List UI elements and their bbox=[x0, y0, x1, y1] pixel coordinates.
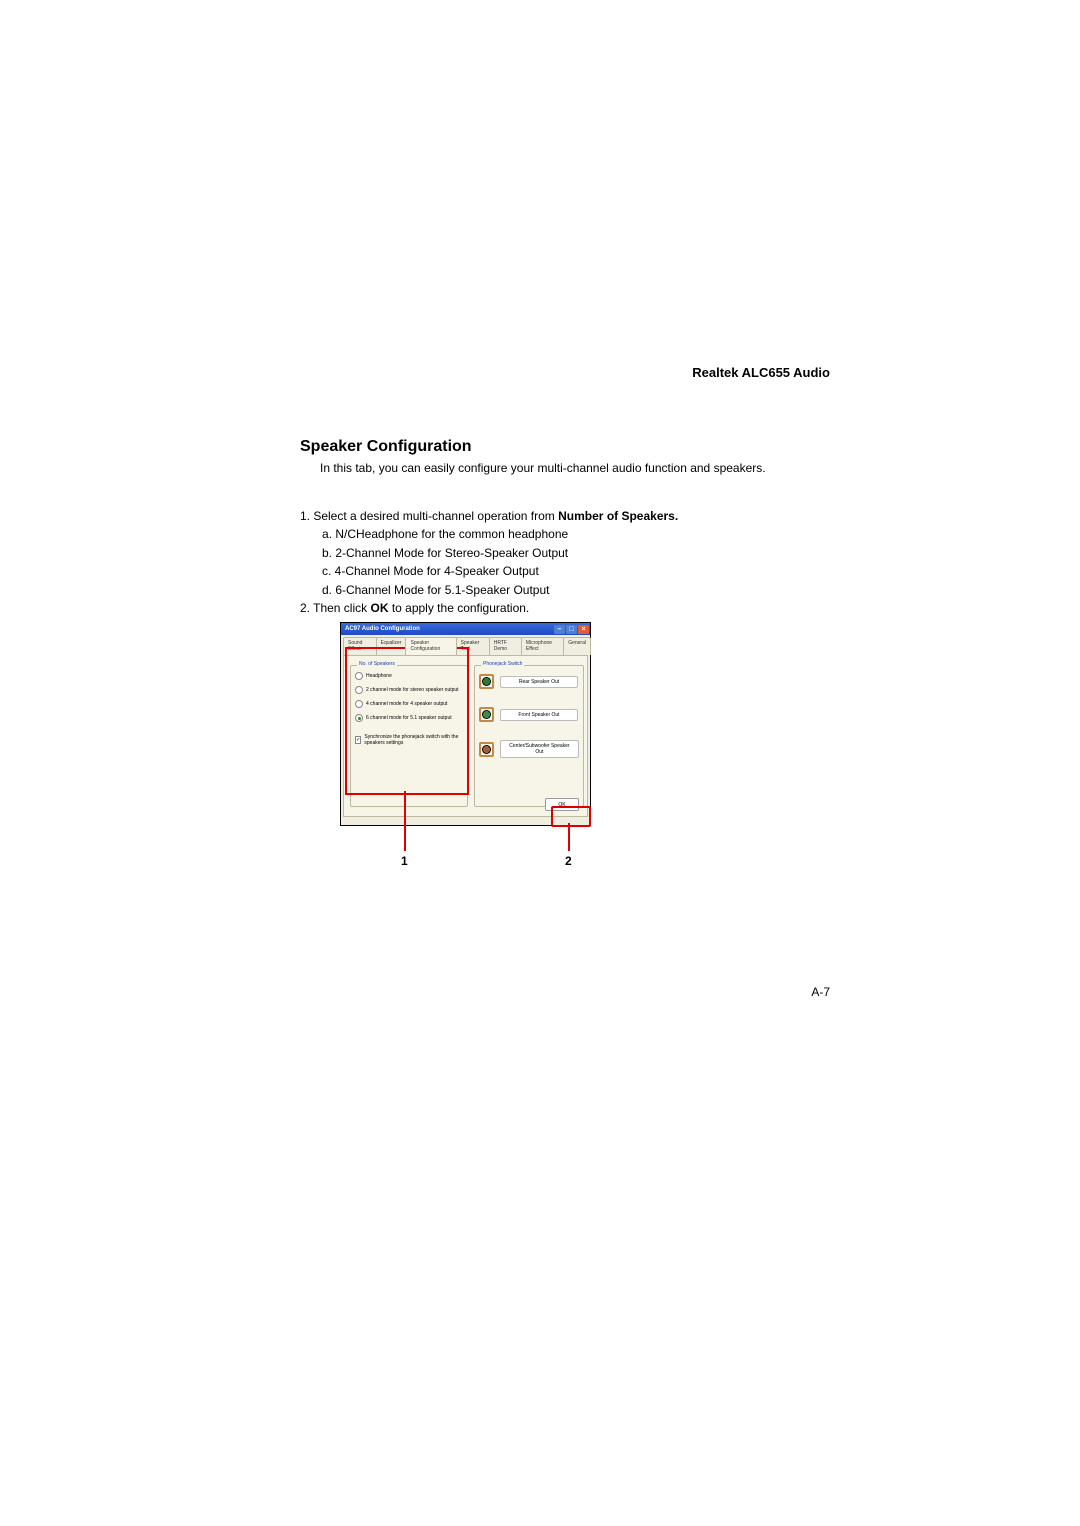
list-subitem-d: d. 6-Channel Mode for 5.1-Speaker Output bbox=[300, 582, 785, 599]
jack-row: Center/Subwoofer Speaker Out bbox=[479, 740, 579, 758]
list-item-2-bold: OK bbox=[370, 601, 388, 615]
tab-hrtf-demo[interactable]: HRTF Demo bbox=[489, 637, 522, 655]
list-item: 1. Select a desired multi-channel operat… bbox=[300, 508, 785, 525]
ac97-config-window: AC97 Audio Configuration – □ × Sound Eff… bbox=[340, 622, 591, 826]
radio-label: 2 channel mode for stereo speaker output bbox=[366, 687, 459, 693]
group-phonejack-switch: Phonejack Switch Rear Speaker Out Front … bbox=[474, 665, 584, 807]
radio-icon bbox=[355, 700, 363, 708]
section-title: Speaker Configuration bbox=[300, 438, 472, 456]
checkbox-synchronize[interactable]: Synchronize the phonejack switch with th… bbox=[355, 734, 463, 746]
page-number: A-7 bbox=[811, 985, 830, 999]
radio-option-4channel[interactable]: 4 channel mode for 4 speaker output bbox=[355, 700, 463, 708]
window-title: AC97 Audio Configuration bbox=[342, 626, 420, 632]
jack-icon[interactable] bbox=[479, 742, 494, 757]
tab-microphone-effect[interactable]: Microphone Effect bbox=[521, 637, 564, 655]
window-titlebar[interactable]: AC97 Audio Configuration – □ × bbox=[341, 623, 590, 635]
checkbox-label: Synchronize the phonejack switch with th… bbox=[364, 734, 463, 746]
list-item-1-bold: Number of Speakers. bbox=[558, 509, 678, 523]
annotation-line-1 bbox=[404, 791, 406, 851]
minimize-button[interactable]: – bbox=[554, 625, 565, 634]
list-subitem-b: b. 2-Channel Mode for Stereo-Speaker Out… bbox=[300, 545, 785, 562]
intro-paragraph: In this tab, you can easily configure yo… bbox=[300, 460, 785, 476]
tab-equalizer[interactable]: Equalizer bbox=[376, 637, 407, 655]
radio-option-2channel[interactable]: 2 channel mode for stereo speaker output bbox=[355, 686, 463, 694]
page: Realtek ALC655 Audio Speaker Configurati… bbox=[0, 0, 1080, 1526]
intro-text: In this tab, you can easily configure yo… bbox=[320, 461, 766, 475]
radio-icon bbox=[355, 714, 363, 722]
ok-button[interactable]: OK bbox=[545, 798, 579, 811]
tab-speaker-test[interactable]: Speaker Test bbox=[456, 637, 490, 655]
page-header-right: Realtek ALC655 Audio bbox=[692, 365, 830, 380]
list-item-1-prefix: 1. Select a desired multi-channel operat… bbox=[300, 509, 558, 523]
list-item-2-suffix: to apply the configuration. bbox=[388, 601, 529, 615]
window-controls: – □ × bbox=[554, 625, 589, 634]
instructions-list: 1. Select a desired multi-channel operat… bbox=[300, 508, 785, 618]
callout-number-1: 1 bbox=[401, 854, 408, 868]
tab-sound-effect[interactable]: Sound Effect bbox=[343, 637, 377, 655]
group-legend: No. of Speakers bbox=[357, 661, 397, 667]
tab-strip: Sound Effect Equalizer Speaker Configura… bbox=[341, 635, 590, 655]
tab-general[interactable]: General bbox=[563, 637, 591, 655]
checkbox-icon bbox=[355, 736, 361, 744]
jack-row: Front Speaker Out bbox=[479, 707, 579, 722]
radio-option-headphone[interactable]: Headphone bbox=[355, 672, 463, 680]
jack-label-center[interactable]: Center/Subwoofer Speaker Out bbox=[500, 740, 579, 758]
list-subitem-a: a. N/CHeadphone for the common headphone bbox=[300, 526, 785, 543]
group-no-of-speakers: No. of Speakers Headphone 2 channel mode… bbox=[350, 665, 468, 807]
callout-number-2: 2 bbox=[565, 854, 572, 868]
jack-icon[interactable] bbox=[479, 674, 494, 689]
annotation-line-2 bbox=[568, 823, 570, 851]
radio-icon bbox=[355, 686, 363, 694]
tab-panel: No. of Speakers Headphone 2 channel mode… bbox=[343, 655, 588, 817]
list-item-2-prefix: 2. Then click bbox=[300, 601, 370, 615]
jack-icon[interactable] bbox=[479, 707, 494, 722]
radio-label: Headphone bbox=[366, 673, 392, 679]
radio-icon bbox=[355, 672, 363, 680]
radio-label: 4 channel mode for 4 speaker output bbox=[366, 701, 447, 707]
close-button[interactable]: × bbox=[578, 625, 589, 634]
group-legend: Phonejack Switch bbox=[481, 661, 524, 667]
radio-option-6channel[interactable]: 6 channel mode for 5.1 speaker output bbox=[355, 714, 463, 722]
jack-row: Rear Speaker Out bbox=[479, 674, 579, 689]
jack-label-front[interactable]: Front Speaker Out bbox=[500, 709, 578, 721]
jack-label-rear[interactable]: Rear Speaker Out bbox=[500, 676, 578, 688]
maximize-button[interactable]: □ bbox=[566, 625, 577, 634]
tab-speaker-configuration[interactable]: Speaker Configuration bbox=[405, 637, 456, 655]
radio-label: 6 channel mode for 5.1 speaker output bbox=[366, 715, 452, 721]
list-item: 2. Then click OK to apply the configurat… bbox=[300, 600, 785, 617]
list-subitem-c: c. 4-Channel Mode for 4-Speaker Output bbox=[300, 563, 785, 580]
